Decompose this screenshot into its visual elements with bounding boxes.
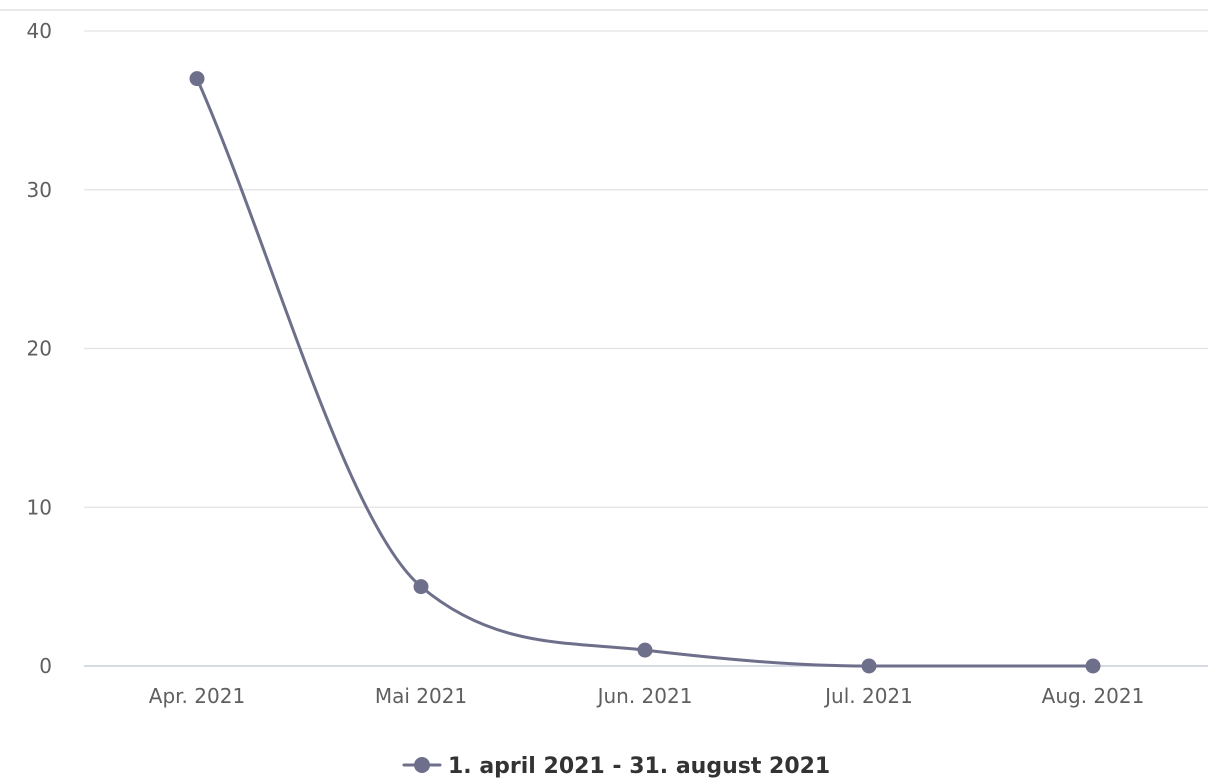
x-tick-label: Jun. 2021 [596,684,693,708]
y-tick-label: 20 [27,337,52,361]
x-tick-label: Jul. 2021 [823,684,913,708]
x-tick-label: Aug. 2021 [1042,684,1145,708]
grid-lines [84,30,1208,667]
y-tick-label: 30 [27,178,52,202]
x-tick-label: Mai 2021 [375,684,467,708]
data-point[interactable] [637,642,653,658]
series-group [189,71,1101,674]
x-axis: Apr. 2021 Mai 2021 Jun. 2021 Jul. 2021 Aug. … [149,684,1145,708]
data-point[interactable] [861,658,877,674]
legend-item-label[interactable]: 1. april 2021 - 31. august 2021 [448,754,830,778]
y-tick-label: 10 [27,495,52,519]
y-tick-label: 40 [27,19,52,43]
data-point[interactable] [189,71,205,87]
series-line [195,77,1095,668]
data-point[interactable] [413,579,429,595]
data-point[interactable] [1085,658,1101,674]
x-tick-label: Apr. 2021 [149,684,245,708]
y-tick-label: 0 [39,654,52,678]
y-axis: 0 10 20 30 40 [27,19,52,678]
legend-symbol-marker [414,757,430,773]
legend[interactable]: 1. april 2021 - 31. august 2021 [402,754,830,778]
